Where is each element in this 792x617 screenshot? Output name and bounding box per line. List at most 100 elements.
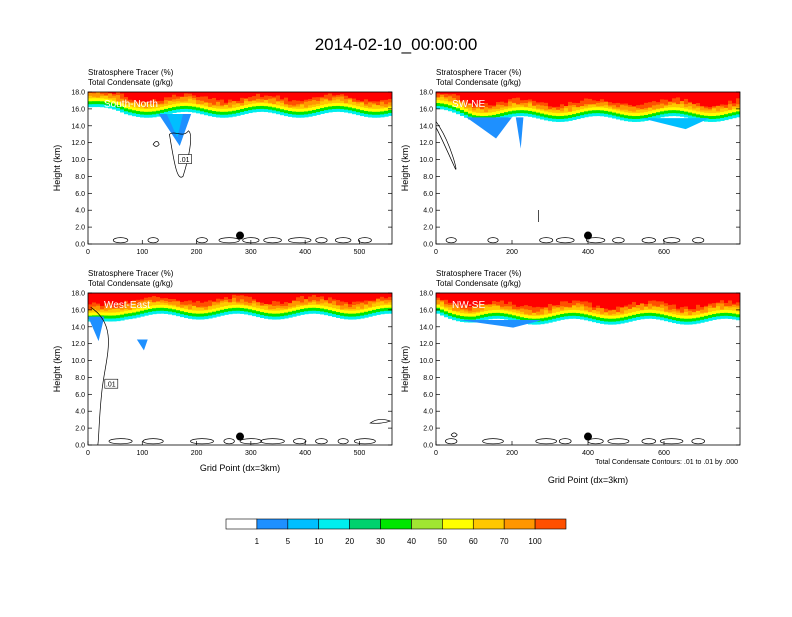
contour-note: Total Condensate Contours: .01 to .01 by… — [595, 459, 738, 466]
tracer-cell — [276, 293, 281, 302]
condensate-blob — [691, 438, 705, 445]
y-tick-label: 12.0 — [71, 341, 85, 348]
tracer-cell — [476, 92, 481, 104]
tracer-cell — [556, 293, 561, 305]
tracer-cell — [496, 293, 501, 302]
y-axis-label: Height (km) — [400, 145, 410, 192]
tracer-cell — [560, 293, 565, 302]
tracer-cell — [320, 293, 325, 297]
tracer-cell — [452, 92, 457, 95]
x-tick-label: 600 — [658, 450, 670, 457]
tracer-cell — [284, 293, 289, 303]
tracer-cell — [104, 92, 109, 96]
panel-2: 0.0 2.0 4.0 6.0 8.0 10.0 12.0 14.0 16.0 18.0 0 200 4… — [400, 68, 741, 256]
tracer-cell — [288, 92, 293, 102]
tracer-cell — [272, 92, 277, 97]
tracer-cell — [684, 92, 689, 99]
tracer-cell — [308, 293, 313, 297]
y-tick-label: 6.0 — [75, 392, 85, 399]
colorbar-swatch — [503, 518, 536, 530]
colorbar-label: 30 — [376, 537, 385, 546]
tracer-cell — [640, 293, 645, 304]
tracer-cell — [184, 92, 189, 97]
tracer-cell — [144, 92, 149, 102]
tracer-cell — [584, 293, 589, 302]
tracer-cell — [728, 293, 733, 301]
panel-header-tracer: Stratosphere Tracer (%) — [436, 269, 522, 278]
contour-label: .01 — [106, 382, 116, 389]
tracer-cell — [252, 92, 257, 101]
tracer-cell — [384, 293, 389, 299]
condensate-blob — [612, 237, 625, 244]
colorbar-label: 5 — [286, 537, 291, 546]
y-axis-label: Height (km) — [52, 145, 62, 192]
tracer-cell — [280, 293, 285, 304]
tracer-cell — [108, 92, 113, 99]
tracer-cell — [372, 92, 377, 102]
tracer-cell — [212, 92, 217, 98]
tracer-cell — [236, 293, 241, 302]
tracer-cell — [580, 293, 585, 302]
tracer-cell — [244, 293, 249, 302]
tracer-cell — [276, 92, 281, 101]
condensate-blob — [539, 237, 554, 244]
tracer-cell — [688, 293, 693, 310]
tracer-cell — [636, 92, 641, 106]
colorbar-label: 70 — [500, 537, 509, 546]
tracer-cell — [340, 92, 345, 97]
tracer-cell — [264, 293, 269, 304]
y-tick-label: 8.0 — [75, 375, 85, 382]
condensate-blob — [487, 237, 499, 244]
condensate-blob — [445, 237, 457, 244]
tracer-cell — [316, 92, 321, 98]
tracer-cell — [524, 293, 529, 306]
tracer-cell — [692, 92, 697, 104]
condensate-blob — [112, 237, 129, 244]
tracer-plume — [166, 113, 183, 138]
tracer-cell — [268, 92, 273, 97]
tracer-cell — [240, 92, 245, 98]
tracer-cell — [656, 92, 661, 103]
tracer-cell — [172, 92, 177, 100]
colorbar-swatch — [380, 518, 412, 530]
tracer-cell — [228, 92, 233, 100]
cross-section-label: South-North — [104, 99, 158, 110]
tracer-cell — [332, 293, 337, 300]
tracer-cell — [120, 92, 125, 94]
tracer-cell — [176, 92, 181, 97]
tracer-cell — [704, 293, 709, 306]
tracer-cell — [252, 293, 257, 300]
tracer-cell — [180, 92, 185, 97]
tracer-cell — [128, 92, 133, 100]
condensate-blob — [315, 438, 328, 445]
tracer-cell — [188, 293, 193, 301]
condensate-blob — [218, 237, 240, 244]
colorbar-swatch — [442, 518, 474, 530]
x-tick-label: 0 — [434, 450, 438, 457]
x-tick-label: 300 — [245, 249, 257, 256]
tracer-cell — [292, 92, 297, 101]
tracer-cell — [372, 293, 377, 301]
tracer-cell — [736, 92, 740, 99]
tracer-cell — [576, 293, 581, 301]
y-tick-label: 2.0 — [75, 426, 85, 433]
tracer-plume — [466, 117, 512, 139]
tracer-cell — [152, 293, 157, 297]
x-tick-label: 300 — [245, 450, 257, 457]
tracer-cell — [212, 293, 217, 302]
tracer-cell — [328, 293, 333, 304]
tracer-cell — [96, 92, 101, 98]
tracer-cell — [208, 92, 213, 99]
y-tick-label: 14.0 — [71, 123, 85, 130]
tracer-cell — [644, 92, 649, 103]
colorbar-swatch — [472, 518, 505, 530]
tracer-cell — [620, 92, 625, 104]
condensate-blob — [659, 438, 684, 445]
tracer-cell — [156, 92, 161, 101]
x-tick-label: 100 — [136, 249, 148, 256]
tracer-cell — [596, 92, 601, 102]
tracer-cell — [588, 92, 593, 99]
tracer-cell — [100, 92, 105, 95]
condensate-contours — [445, 432, 705, 445]
